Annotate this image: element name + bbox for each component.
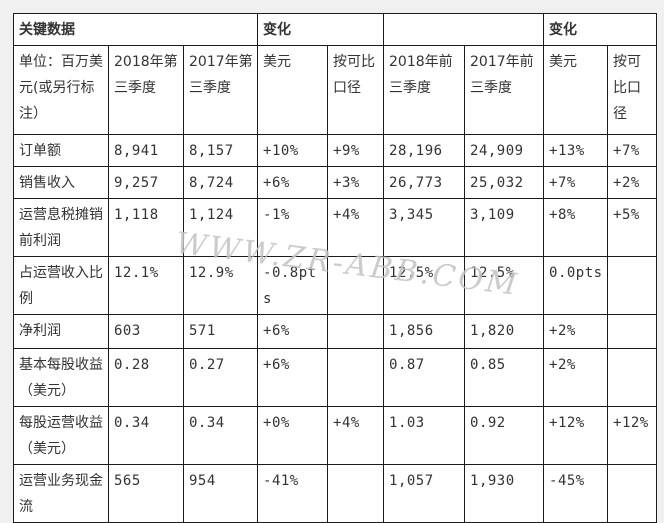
table-row-orders: 订单额 8,941 8,157 +10% +9% 28,196 24,909 +… — [13, 134, 658, 167]
data-cell: +13% — [543, 134, 609, 167]
data-cell — [327, 256, 385, 315]
data-cell: 28,196 — [383, 134, 466, 167]
data-cell: 0.28 — [108, 348, 184, 407]
data-cell: 12.5% — [464, 256, 545, 315]
data-cell: 1,057 — [383, 464, 466, 523]
row-label: 净利润 — [13, 314, 109, 349]
data-cell: +3% — [327, 166, 385, 199]
data-cell: 24,909 — [464, 134, 545, 167]
data-cell: 1,820 — [464, 314, 545, 349]
data-cell: +4% — [327, 198, 385, 257]
data-cell: 0.0pts — [543, 256, 609, 315]
data-cell: 12.1% — [108, 256, 184, 315]
data-cell: 3,345 — [383, 198, 466, 257]
data-cell: 1,124 — [182, 198, 259, 257]
table-row-net-income: 净利润 603 571 +6% 1,856 1,820 +2% — [13, 314, 658, 349]
group-header-change-nine-month: 变化 — [543, 13, 658, 46]
col-header-usd-q: 美元 — [257, 45, 329, 135]
data-cell: 12.5% — [383, 256, 466, 315]
data-cell: +12% — [543, 406, 609, 465]
row-label: 销售收入 — [13, 166, 109, 199]
data-cell: 26,773 — [383, 166, 466, 199]
data-cell: 603 — [108, 314, 184, 349]
data-cell: -1% — [257, 198, 329, 257]
data-cell: 25,032 — [464, 166, 545, 199]
data-cell: +7% — [543, 166, 609, 199]
data-cell — [607, 314, 658, 349]
data-cell: +2% — [607, 166, 658, 199]
data-cell: 0.85 — [464, 348, 545, 407]
col-header-comparable-9m: 按可比口径 — [607, 45, 658, 135]
data-cell: 1,856 — [383, 314, 466, 349]
data-cell: 0.34 — [108, 406, 184, 465]
data-cell: 565 — [108, 464, 184, 523]
group-header-row: 关键数据 变化 变化 — [12, 13, 658, 46]
table-row-basic-eps: 基本每股收益（美元） 0.28 0.27 +6% 0.87 0.85 +2% — [13, 348, 658, 407]
data-cell: +6% — [257, 166, 329, 199]
data-cell — [607, 256, 658, 315]
data-cell: 0.87 — [383, 348, 466, 407]
col-header-q3-2018: 2018年第三季度 — [108, 45, 184, 135]
data-cell: +10% — [257, 134, 329, 167]
row-label: 订单额 — [13, 134, 109, 167]
data-cell: +6% — [257, 348, 329, 407]
data-cell: +0% — [257, 406, 329, 465]
data-cell: 0.34 — [182, 406, 259, 465]
data-cell: 8,941 — [108, 134, 184, 167]
data-cell: -41% — [257, 464, 329, 523]
data-cell: 9,257 — [108, 166, 184, 199]
data-cell: 1.03 — [383, 406, 466, 465]
col-header-9m-2017: 2017年前三季度 — [464, 45, 545, 135]
data-cell: 12.9% — [182, 256, 259, 315]
data-cell: 0.27 — [182, 348, 259, 407]
group-header-key-data: 关键数据 — [12, 13, 259, 46]
col-header-9m-2018: 2018年前三季度 — [383, 45, 466, 135]
data-cell: +6% — [257, 314, 329, 349]
data-cell: +5% — [607, 198, 658, 257]
financial-table: 关键数据 变化 变化 单位：百万美元(或另行标注） 2018年第三季度 2017… — [12, 13, 658, 523]
data-cell: 3,109 — [464, 198, 545, 257]
data-cell — [327, 348, 385, 407]
group-header-spacer — [383, 13, 545, 46]
row-label: 运营业务现金流 — [13, 464, 109, 523]
data-cell: +2% — [543, 348, 609, 407]
data-cell: 571 — [182, 314, 259, 349]
data-cell — [607, 348, 658, 407]
data-cell: 1,930 — [464, 464, 545, 523]
data-cell: 0.92 — [464, 406, 545, 465]
row-label: 基本每股收益（美元） — [13, 348, 109, 407]
data-cell: 954 — [182, 464, 259, 523]
data-cell — [327, 464, 385, 523]
data-cell: +4% — [327, 406, 385, 465]
data-cell: 8,157 — [182, 134, 259, 167]
table-row-operating-cash-flow: 运营业务现金流 565 954 -41% 1,057 1,930 -45% — [13, 464, 658, 523]
data-cell: -45% — [543, 464, 609, 523]
col-header-usd-9m: 美元 — [543, 45, 609, 135]
data-cell: -0.8pts — [257, 256, 329, 315]
data-cell: +8% — [543, 198, 609, 257]
row-label: 每股运营收益（美元） — [13, 406, 109, 465]
col-header-units: 单位：百万美元(或另行标注） — [13, 45, 109, 135]
table-row-operational-ebita: 运营息税摊销前利润 1,118 1,124 -1% +4% 3,345 3,10… — [13, 198, 658, 257]
data-cell — [607, 464, 658, 523]
data-cell — [327, 314, 385, 349]
data-cell: 8,724 — [182, 166, 259, 199]
col-header-comparable-q: 按可比口径 — [327, 45, 385, 135]
group-header-change-quarter: 变化 — [257, 13, 385, 46]
data-cell: +7% — [607, 134, 658, 167]
table-row-revenues: 销售收入 9,257 8,724 +6% +3% 26,773 25,032 +… — [13, 166, 658, 199]
col-header-q3-2017: 2017年第三季度 — [182, 45, 259, 135]
row-label: 运营息税摊销前利润 — [13, 198, 109, 257]
table-row-pct-of-op-revenues: 占运营收入比例 12.1% 12.9% -0.8pts 12.5% 12.5% … — [13, 256, 658, 315]
data-cell: +12% — [607, 406, 658, 465]
column-header-row: 单位：百万美元(或另行标注） 2018年第三季度 2017年第三季度 美元 按可… — [13, 45, 658, 135]
data-cell: 1,118 — [108, 198, 184, 257]
table-row-operational-eps: 每股运营收益（美元） 0.34 0.34 +0% +4% 1.03 0.92 +… — [13, 406, 658, 465]
data-cell: +9% — [327, 134, 385, 167]
row-label: 占运营收入比例 — [13, 256, 109, 315]
data-cell: +2% — [543, 314, 609, 349]
